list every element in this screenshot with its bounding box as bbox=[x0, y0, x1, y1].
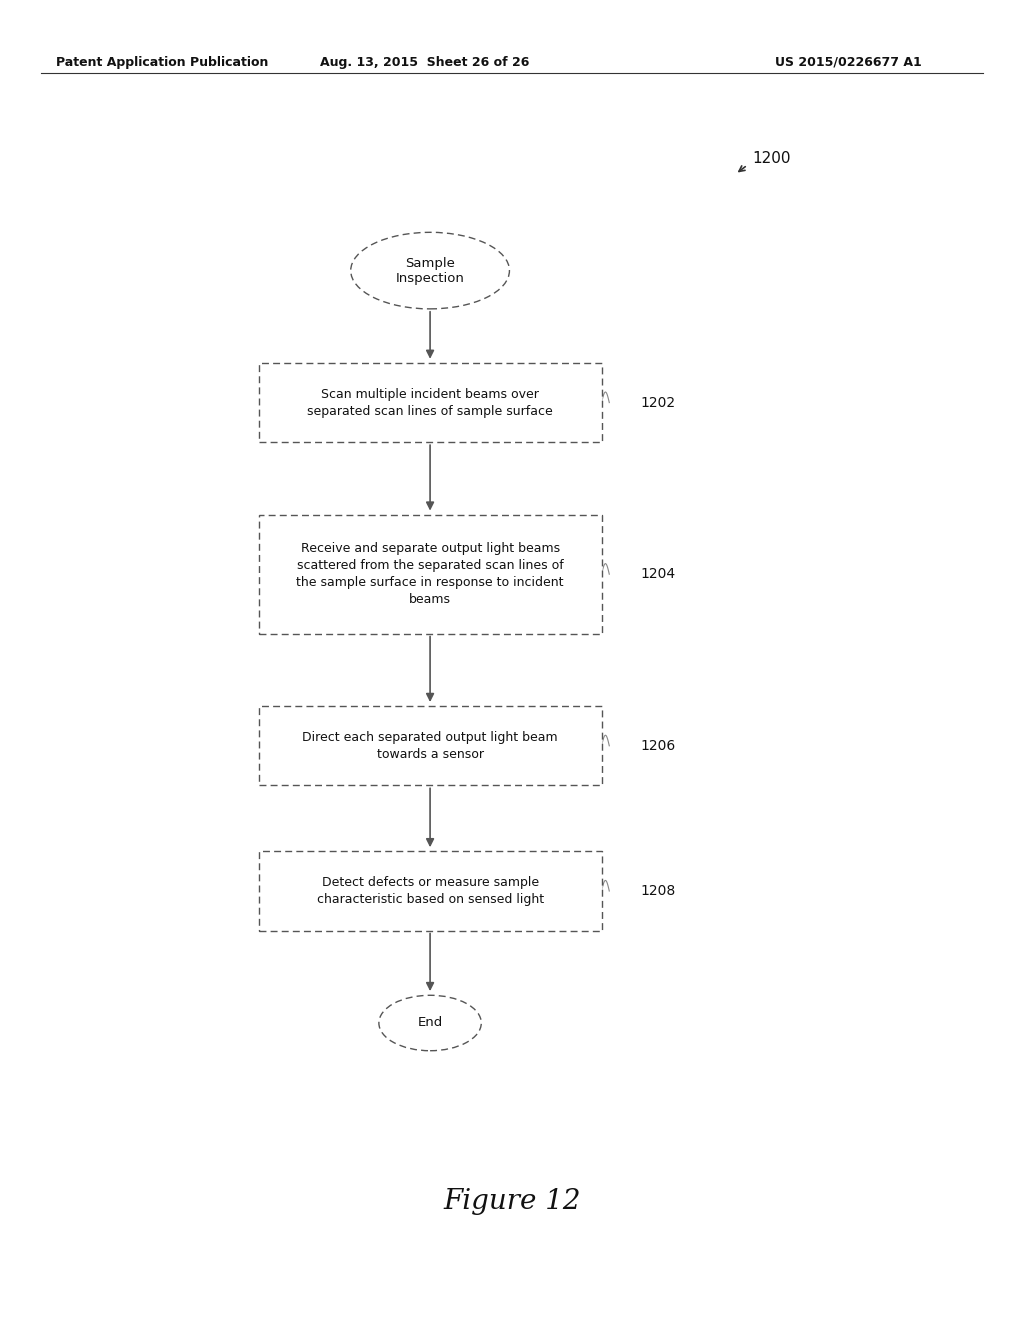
Text: US 2015/0226677 A1: US 2015/0226677 A1 bbox=[775, 55, 922, 69]
FancyBboxPatch shape bbox=[258, 363, 601, 442]
Text: 1204: 1204 bbox=[640, 568, 675, 581]
Text: Receive and separate output light beams
scattered from the separated scan lines : Receive and separate output light beams … bbox=[296, 543, 564, 606]
Text: End: End bbox=[418, 1016, 442, 1030]
FancyBboxPatch shape bbox=[258, 515, 601, 634]
Ellipse shape bbox=[379, 995, 481, 1051]
Text: Direct each separated output light beam
towards a sensor: Direct each separated output light beam … bbox=[302, 731, 558, 760]
FancyBboxPatch shape bbox=[258, 706, 601, 785]
Ellipse shape bbox=[350, 232, 510, 309]
Text: Sample
Inspection: Sample Inspection bbox=[395, 256, 465, 285]
Text: Patent Application Publication: Patent Application Publication bbox=[56, 55, 268, 69]
Text: 1208: 1208 bbox=[640, 884, 675, 898]
Text: Figure 12: Figure 12 bbox=[443, 1188, 581, 1214]
Text: 1202: 1202 bbox=[640, 396, 675, 409]
Text: 1206: 1206 bbox=[640, 739, 675, 752]
Text: Scan multiple incident beams over
separated scan lines of sample surface: Scan multiple incident beams over separa… bbox=[307, 388, 553, 417]
Text: 1200: 1200 bbox=[753, 150, 792, 166]
Text: Aug. 13, 2015  Sheet 26 of 26: Aug. 13, 2015 Sheet 26 of 26 bbox=[321, 55, 529, 69]
Text: Detect defects or measure sample
characteristic based on sensed light: Detect defects or measure sample charact… bbox=[316, 876, 544, 906]
FancyBboxPatch shape bbox=[258, 851, 601, 931]
